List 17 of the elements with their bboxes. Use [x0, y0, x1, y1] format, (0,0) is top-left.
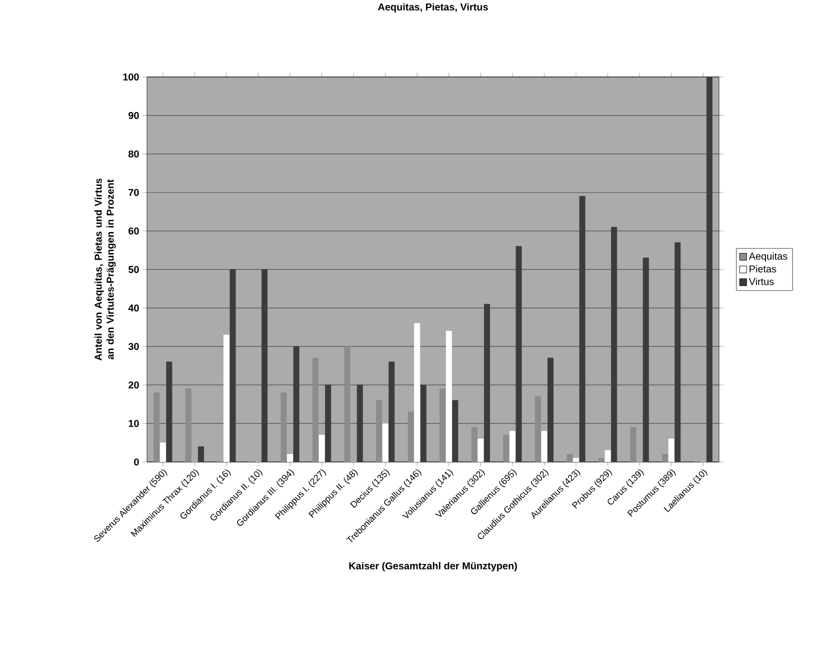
x-axis-title: Kaiser (Gesamtzahl der Münztypen) [349, 562, 517, 572]
legend-label: Virtus [748, 278, 774, 286]
y-tick-label: 80 [128, 150, 139, 158]
y-axis-title: Anteil von Aequitas, Pietas und Virtus an den Virtutes-Prägungen in Prozent [94, 178, 116, 360]
legend-label: Pietas [750, 265, 776, 272]
y-tick-label: 40 [128, 304, 139, 312]
y-tick-label: 100 [123, 73, 139, 81]
y-tick-label: 30 [128, 342, 139, 350]
y-tick-label: 10 [128, 420, 139, 428]
y-tick-label: 70 [128, 188, 139, 196]
y-tick-label: 50 [128, 266, 139, 274]
y-tick-label: 60 [128, 227, 139, 235]
y-tick-label: 90 [128, 112, 139, 120]
chart-title: Aequitas, Pietas, Virtus [378, 3, 488, 12]
y-tick-label: 20 [128, 381, 139, 389]
y-tick-label: 0 [134, 458, 139, 466]
legend-label: Aequitas [748, 252, 788, 262]
